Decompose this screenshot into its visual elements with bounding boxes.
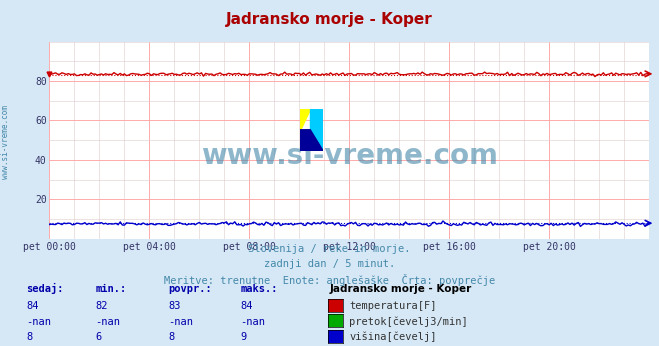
Text: Jadransko morje - Koper: Jadransko morje - Koper xyxy=(330,284,472,294)
Text: www.si-vreme.com: www.si-vreme.com xyxy=(201,142,498,170)
Text: 82: 82 xyxy=(96,301,108,311)
Text: 8: 8 xyxy=(26,332,32,342)
Text: 9: 9 xyxy=(241,332,246,342)
Text: -nan: -nan xyxy=(26,317,51,327)
Text: 84: 84 xyxy=(241,301,253,311)
Text: www.si-vreme.com: www.si-vreme.com xyxy=(1,105,10,179)
Polygon shape xyxy=(300,130,323,151)
Text: 6: 6 xyxy=(96,332,101,342)
Text: 84: 84 xyxy=(26,301,39,311)
Text: povpr.:: povpr.: xyxy=(168,284,212,294)
Text: temperatura[F]: temperatura[F] xyxy=(349,301,437,311)
Text: 8: 8 xyxy=(168,332,174,342)
Text: -nan: -nan xyxy=(96,317,121,327)
Polygon shape xyxy=(310,109,323,151)
Polygon shape xyxy=(300,109,310,130)
Text: 83: 83 xyxy=(168,301,181,311)
Text: Jadransko morje - Koper: Jadransko morje - Koper xyxy=(226,12,433,27)
Text: pretok[čevelj3/min]: pretok[čevelj3/min] xyxy=(349,316,468,327)
Text: Meritve: trenutne  Enote: anglešaške  Črta: povprečje: Meritve: trenutne Enote: anglešaške Črta… xyxy=(164,274,495,286)
Text: -nan: -nan xyxy=(241,317,266,327)
Text: Slovenija / reke in morje.: Slovenija / reke in morje. xyxy=(248,244,411,254)
Text: zadnji dan / 5 minut.: zadnji dan / 5 minut. xyxy=(264,259,395,269)
Text: min.:: min.: xyxy=(96,284,127,294)
Text: -nan: -nan xyxy=(168,317,193,327)
Text: maks.:: maks.: xyxy=(241,284,278,294)
Text: sedaj:: sedaj: xyxy=(26,283,64,294)
Text: višina[čevelj]: višina[čevelj] xyxy=(349,331,437,342)
